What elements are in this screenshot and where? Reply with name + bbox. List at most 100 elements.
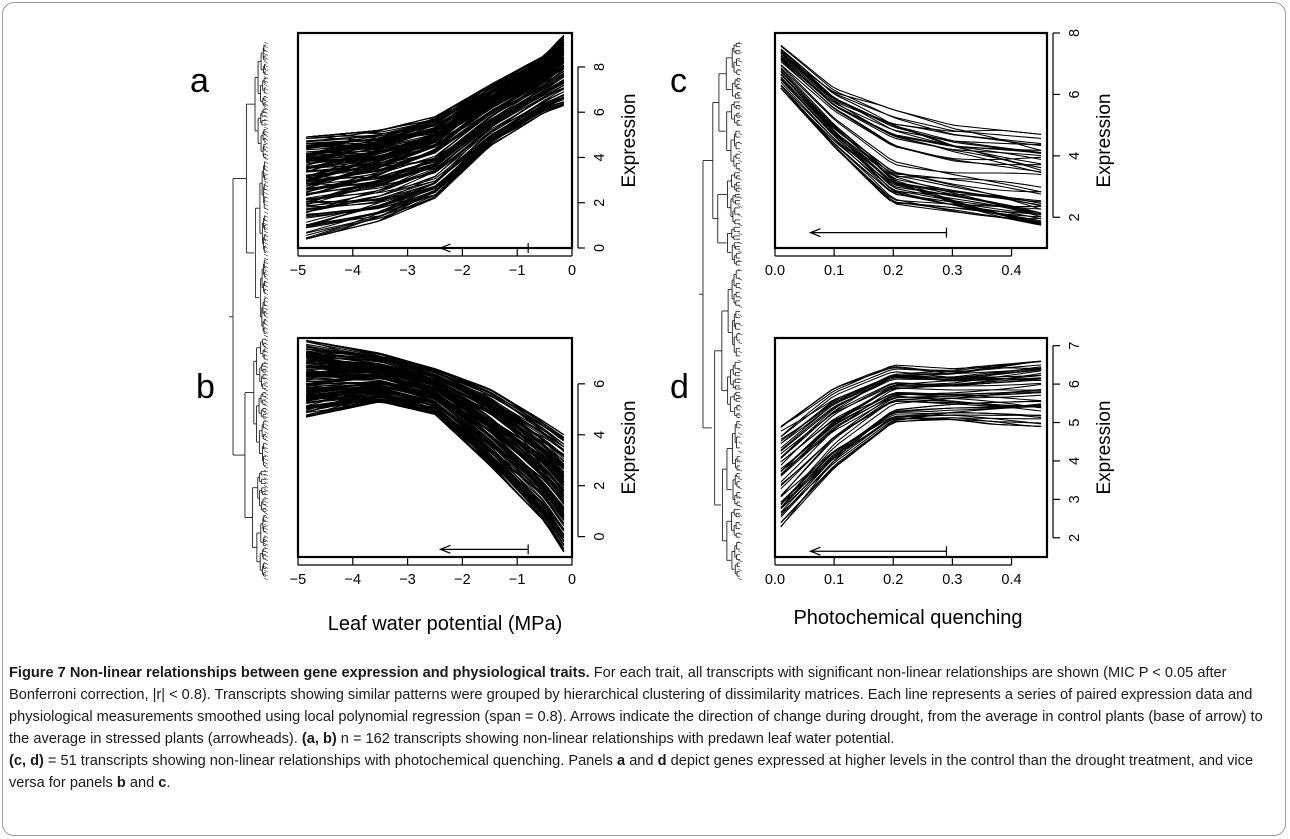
series-line-c-50: [780, 50, 1042, 171]
dendro-right-leaf-12: [737, 150, 743, 154]
dendro-left-leaf-112: [263, 473, 269, 477]
dendro-right-leaf-0: [737, 41, 743, 45]
x-tick-label-d-0: 0.0: [765, 572, 785, 588]
dendro-right-leaf-39: [737, 396, 743, 399]
dendro-left-leaf-116: [263, 489, 269, 492]
dendro-left-leaf-115: [263, 485, 269, 488]
series-line-b-155: [306, 353, 565, 474]
dendro-left-leaf-44: [263, 211, 269, 214]
dendro-right-leaf-31: [737, 323, 743, 326]
x-tick-label-a-3: −2: [454, 263, 471, 279]
dendro-left-leaf-114: [263, 481, 269, 484]
dendro-left-leaf-49: [263, 230, 269, 234]
dendro-left-leaf-22: [263, 126, 269, 130]
dendro-left-leaf-75: [263, 330, 269, 334]
series-line-b-140: [306, 348, 565, 473]
y-tick-label-c-3: 8: [1067, 29, 1083, 37]
dendro-right-leaf-49: [737, 486, 743, 490]
dendro-left-leaf-74: [263, 327, 269, 330]
dendro-left-leaf-21: [263, 122, 269, 126]
x-tick-label-b-2: −3: [399, 572, 416, 588]
dendro-right-leaf-4: [737, 78, 743, 81]
series-line-d-27: [780, 412, 1042, 505]
caption-and-2: and: [125, 775, 159, 791]
dendro-left-leaf-119: [263, 500, 269, 504]
dendro-left-leaf-126: [263, 527, 269, 531]
dendro-left-leaf-94: [263, 404, 269, 407]
dendro-left-leaf-96: [263, 411, 269, 415]
dendro-right-leaf-59: [737, 577, 743, 581]
x-tick-label-d-1: 0.1: [824, 572, 844, 588]
dendro-left-leaf-68: [263, 303, 269, 307]
x-tick-label-b-3: −2: [454, 572, 471, 588]
dendro-right-leaf-57: [737, 559, 743, 563]
series-line-a-161: [306, 34, 565, 138]
plot-frame-b: [296, 336, 574, 559]
dendro-left-leaf-127: [263, 531, 269, 534]
dendro-left-leaf-84: [263, 365, 269, 369]
x-tick-label-d-3: 0.3: [942, 572, 962, 588]
dendro-right-leaf-28: [737, 296, 743, 299]
series-line-b-156: [306, 372, 565, 504]
series-line-a-157: [306, 64, 565, 161]
dendro-left-leaf-102: [263, 435, 269, 438]
series-line-c-47: [780, 52, 1042, 154]
x-tick-label-d-4: 0.4: [1001, 572, 1021, 588]
dendro-right-leaf-10: [737, 132, 743, 136]
dendro-left-leaf-121: [263, 508, 269, 511]
dendro-left-leaf-52: [263, 242, 269, 245]
figure-caption: Figure 7 Non-linear relationships betwee…: [9, 662, 1281, 794]
series-line-c-46: [780, 55, 1042, 147]
series-line-d-41: [780, 415, 1042, 503]
dendro-right-leaf-46: [737, 459, 743, 463]
caption-ab-label: (a, b): [301, 731, 337, 747]
dendro-right-leaf-6: [737, 96, 743, 99]
dendro-left-leaf-37: [263, 184, 269, 187]
plot-frame-c: [773, 31, 1049, 250]
dendro-left-leaf-93: [263, 400, 269, 403]
dendro-left-leaf-95: [263, 408, 269, 411]
dendro-left-leaf-41: [263, 199, 269, 203]
series-line-b-113: [306, 396, 565, 550]
dendro-left-leaf-34: [263, 172, 269, 176]
caption-ref-d: d: [657, 753, 667, 769]
series-line-c-41: [780, 87, 1042, 210]
dendro-left-leaf-87: [263, 377, 269, 380]
y-tick-label-d-3: 5: [1067, 418, 1083, 426]
dendro-right-leaf-1: [737, 50, 743, 54]
series-line-d-6: [780, 366, 1042, 451]
y-tick-label-a-0: 0: [592, 244, 608, 252]
dendro-left-leaf-106: [263, 450, 269, 454]
panel-d-label: d: [670, 368, 689, 406]
dendro-right-leaf-15: [737, 178, 743, 181]
dendro-left-leaf-67: [263, 300, 269, 303]
dendro-left-leaf-40: [263, 195, 269, 199]
series-line-b-142: [306, 364, 565, 450]
caption-ref-b: b: [116, 775, 126, 791]
dendro-left-leaf-80: [263, 350, 269, 353]
y-tick-label-b-1: 2: [592, 482, 608, 490]
series-line-b-159: [306, 390, 565, 542]
series-group-d: [780, 360, 1042, 528]
dendro-right-leaf-11: [737, 141, 743, 145]
series-line-b-131: [306, 339, 565, 441]
series-line-c-43: [780, 57, 1042, 146]
dendro-left-leaf-66: [263, 296, 269, 299]
dendro-left-leaf-47: [263, 222, 269, 226]
dendro-right-leaf-33: [737, 341, 743, 345]
dendro-right-leaf-5: [737, 87, 743, 90]
dendro-right-leaf-22: [737, 241, 743, 245]
dendro-left-leaf-14: [263, 95, 269, 99]
plot-frame-a: [296, 31, 574, 250]
series-line-d-47: [780, 418, 1042, 523]
y-tick-label-d-2: 4: [1067, 457, 1083, 465]
series-line-a-128: [306, 80, 565, 213]
dendro-right-leaf-52: [737, 514, 743, 517]
dendro-right-leaf-34: [737, 350, 743, 354]
panel-c: 0.0 0.1 0.2 0.3 0.4 2 4 6 8 Expression: [765, 29, 1115, 279]
dendro-left-leaf-90: [263, 388, 269, 392]
caption-text-1: For each trait, all transcripts with sig…: [9, 665, 1263, 747]
dendro-left-leaf-7: [263, 68, 269, 72]
dendro-right-leaf-38: [737, 386, 743, 390]
x-tick-label-c-3: 0.3: [942, 263, 962, 279]
